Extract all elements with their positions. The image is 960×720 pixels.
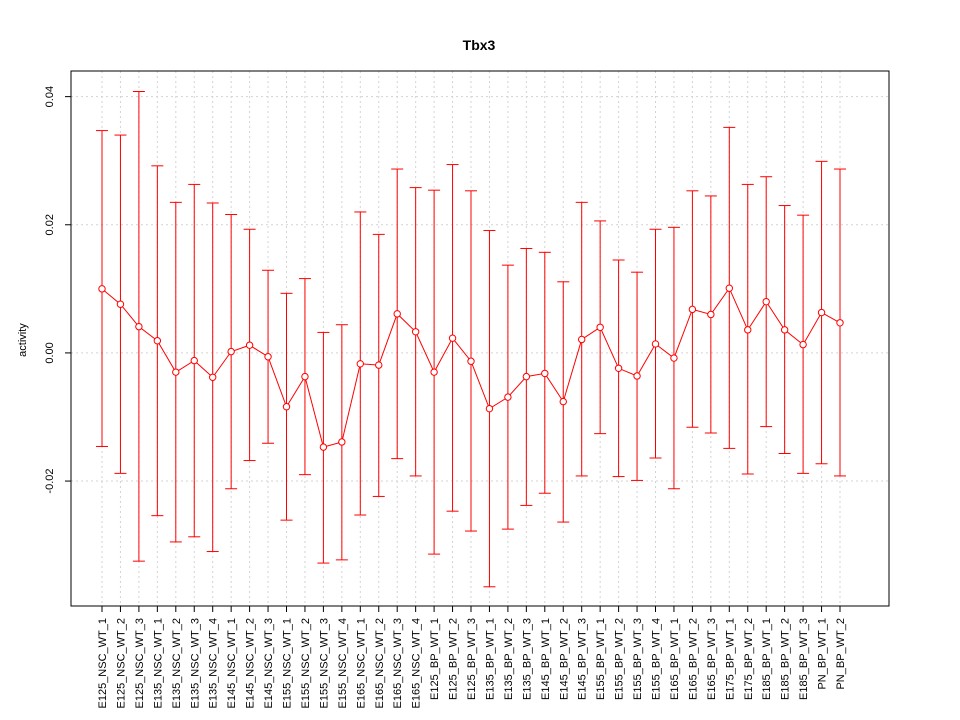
data-point (836, 319, 844, 327)
data-point (578, 335, 586, 344)
x-tick-label: E165_NSC_WT_3 (392, 618, 404, 709)
data-point (135, 322, 143, 331)
y-tick-label: 0.02 (44, 214, 56, 235)
data-point (116, 300, 125, 308)
x-tick-label: E135_NSC_WT_1 (152, 618, 164, 709)
x-tick-label: E155_NSC_WT_4 (337, 618, 349, 709)
x-tick-label: E175_BP_WT_1 (724, 618, 736, 700)
x-tick-label: E155_BP_WT_3 (632, 618, 644, 700)
x-tick-label: E145_BP_WT_2 (558, 618, 570, 700)
data-point (504, 393, 512, 401)
data-point (670, 354, 678, 362)
data-point (301, 372, 309, 381)
x-tick-label: E155_NSC_WT_3 (318, 618, 330, 709)
x-tick-label: E155_NSC_WT_2 (300, 618, 312, 709)
data-point (393, 310, 401, 318)
x-tick-label: E145_NSC_WT_2 (245, 618, 257, 709)
x-tick-label: E135_BP_WT_3 (521, 618, 533, 700)
x-tick-label: E125_NSC_WT_2 (115, 618, 127, 709)
x-tick-label: E135_NSC_WT_4 (208, 618, 220, 709)
data-point (282, 403, 291, 411)
data-point (614, 364, 623, 372)
data-point (651, 340, 660, 348)
data-point (227, 347, 235, 356)
data-point (744, 326, 752, 334)
x-tick-label: E145_NSC_WT_1 (226, 618, 238, 709)
plot-area (96, 91, 846, 588)
data-point (430, 368, 438, 376)
chart-title: Tbx3 (463, 37, 496, 53)
data-point (817, 308, 826, 317)
data-point (541, 369, 549, 378)
data-point (338, 438, 346, 446)
x-tick-label: E185_BP_WT_2 (780, 618, 792, 700)
x-tick-label: E165_NSC_WT_4 (411, 618, 423, 709)
data-point (172, 368, 180, 376)
data-point (448, 334, 457, 342)
x-tick-label: E155_NSC_WT_1 (282, 618, 294, 709)
data-point (264, 353, 272, 361)
data-point (356, 360, 364, 368)
x-tick-label: E165_BP_WT_3 (706, 618, 718, 700)
y-axis-title: activity (17, 323, 29, 357)
data-point (98, 285, 106, 293)
data-point (559, 397, 567, 406)
data-point (725, 284, 733, 292)
data-point (209, 373, 217, 381)
data-point (707, 310, 715, 319)
x-tick-label: E165_BP_WT_1 (669, 618, 681, 700)
x-tick-label: E125_BP_WT_2 (448, 618, 460, 700)
data-point (485, 404, 494, 413)
x-tick-label: E145_BP_WT_3 (577, 618, 589, 700)
data-point (799, 340, 807, 349)
data-point (762, 297, 770, 306)
data-point (596, 323, 604, 331)
y-tick-label: 0.04 (44, 86, 56, 107)
data-point (411, 328, 420, 336)
data-point (190, 356, 198, 365)
x-tick-label: E135_NSC_WT_3 (189, 618, 201, 709)
x-tick-label: E125_BP_WT_3 (466, 618, 478, 700)
x-tick-label: E175_BP_WT_2 (743, 618, 755, 700)
x-tick-label: E135_NSC_WT_2 (171, 618, 183, 709)
x-tick-label: E125_NSC_WT_3 (134, 618, 146, 709)
x-tick-label: E145_NSC_WT_3 (263, 618, 275, 709)
axes: -0.02 0.00 0.02 0.04 E125_NSC_WT_1 E125_NSC_W… (44, 86, 847, 709)
data-point (375, 361, 383, 369)
data-point (688, 305, 697, 314)
x-tick-label: E135_BP_WT_2 (503, 618, 515, 700)
x-tick-label: E125_NSC_WT_1 (97, 618, 109, 709)
data-point (780, 326, 789, 334)
plot-frame (70, 70, 890, 607)
y-tick-label: 0.00 (44, 342, 56, 363)
x-tick-label: E185_BP_WT_1 (761, 618, 773, 700)
x-tick-label: E165_BP_WT_2 (687, 618, 699, 700)
x-tick-label: E125_BP_WT_1 (429, 618, 441, 700)
data-point (633, 372, 641, 380)
x-tick-label: PN_BP_WT_1 (817, 618, 829, 690)
data-point (522, 372, 531, 381)
x-tick-label: E145_BP_WT_1 (540, 618, 552, 700)
y-tick-label: -0.02 (44, 469, 56, 494)
data-point (245, 341, 254, 349)
x-tick-label: PN_BP_WT_2 (835, 618, 847, 690)
x-tick-label: E185_BP_WT_3 (798, 618, 810, 700)
data-point (319, 443, 328, 451)
x-tick-label: E155_BP_WT_2 (614, 618, 626, 700)
data-point (467, 357, 475, 365)
x-tick-label: E155_BP_WT_4 (651, 618, 663, 700)
x-tick-label: E135_BP_WT_1 (484, 618, 496, 700)
x-tick-label: E165_NSC_WT_1 (355, 618, 367, 709)
x-tick-label: E165_NSC_WT_2 (374, 618, 386, 709)
data-point (153, 337, 162, 345)
x-tick-label: E155_BP_WT_1 (595, 618, 607, 700)
